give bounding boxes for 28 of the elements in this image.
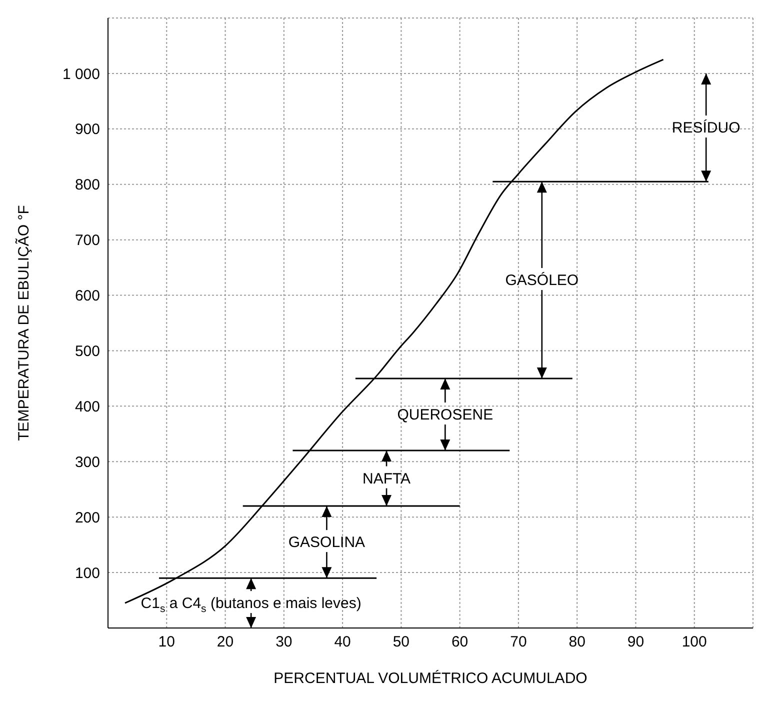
x-tick-label: 10: [158, 634, 175, 651]
y-tick-label: 700: [74, 232, 100, 250]
annotation: NAFTA: [362, 470, 411, 487]
y-tick-label: 300: [74, 454, 100, 471]
y-tick-label: 400: [74, 398, 100, 416]
x-tick-label: 30: [276, 634, 292, 651]
annotation: RESÍDUO: [672, 118, 740, 136]
x-tick-label: 90: [627, 634, 644, 651]
annotation: GASÓLEO: [505, 270, 579, 289]
x-tick-label: 100: [682, 634, 707, 651]
x-axis-title: PERCENTUAL VOLUMÉTRICO ACUMULADO: [274, 669, 588, 687]
y-tick-label: 100: [74, 564, 100, 582]
annotation: QUEROSENE: [397, 406, 494, 423]
x-tick-label: 20: [216, 634, 234, 651]
x-tick-label: 80: [568, 634, 586, 651]
x-tick-label: 70: [510, 634, 527, 651]
y-tick-label: 200: [74, 509, 100, 526]
y-tick-label: 500: [74, 343, 100, 360]
y-axis-title: TEMPERATURA DE EBULIÇÃO °F: [14, 205, 32, 441]
y-tick-label: 800: [74, 176, 100, 194]
annotation: GASOLINA: [288, 534, 366, 551]
x-tick-label: 40: [334, 634, 351, 651]
y-tick-label: 1 000: [62, 66, 100, 83]
y-tick-label: 600: [74, 288, 100, 305]
x-tick-label: 50: [392, 634, 410, 651]
x-tick-label: 60: [451, 634, 468, 651]
y-tick-label: 900: [74, 121, 100, 138]
annotation: C1$_{s}$ a C4$_{s}$ (butanos e mais leves): [140, 594, 362, 616]
